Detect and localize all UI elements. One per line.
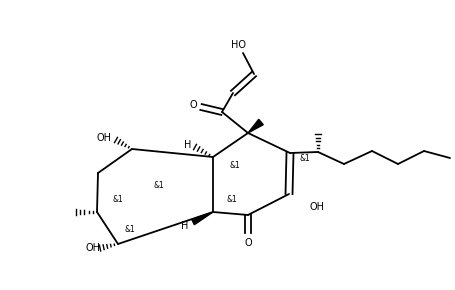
- Text: H: H: [184, 140, 191, 150]
- Text: &1: &1: [124, 226, 135, 235]
- Text: &1: &1: [226, 195, 237, 204]
- Text: &1: &1: [229, 160, 240, 169]
- Text: O: O: [243, 238, 251, 248]
- Text: H: H: [181, 221, 188, 231]
- Text: &1: &1: [112, 195, 123, 204]
- Text: OH: OH: [96, 133, 111, 143]
- Text: HO: HO: [231, 40, 246, 50]
- Text: O: O: [189, 100, 197, 110]
- Text: OH: OH: [309, 202, 324, 212]
- Text: &1: &1: [299, 153, 310, 162]
- Text: &1: &1: [153, 180, 164, 189]
- Polygon shape: [191, 212, 212, 225]
- Text: OH: OH: [86, 243, 100, 253]
- Polygon shape: [248, 119, 263, 133]
